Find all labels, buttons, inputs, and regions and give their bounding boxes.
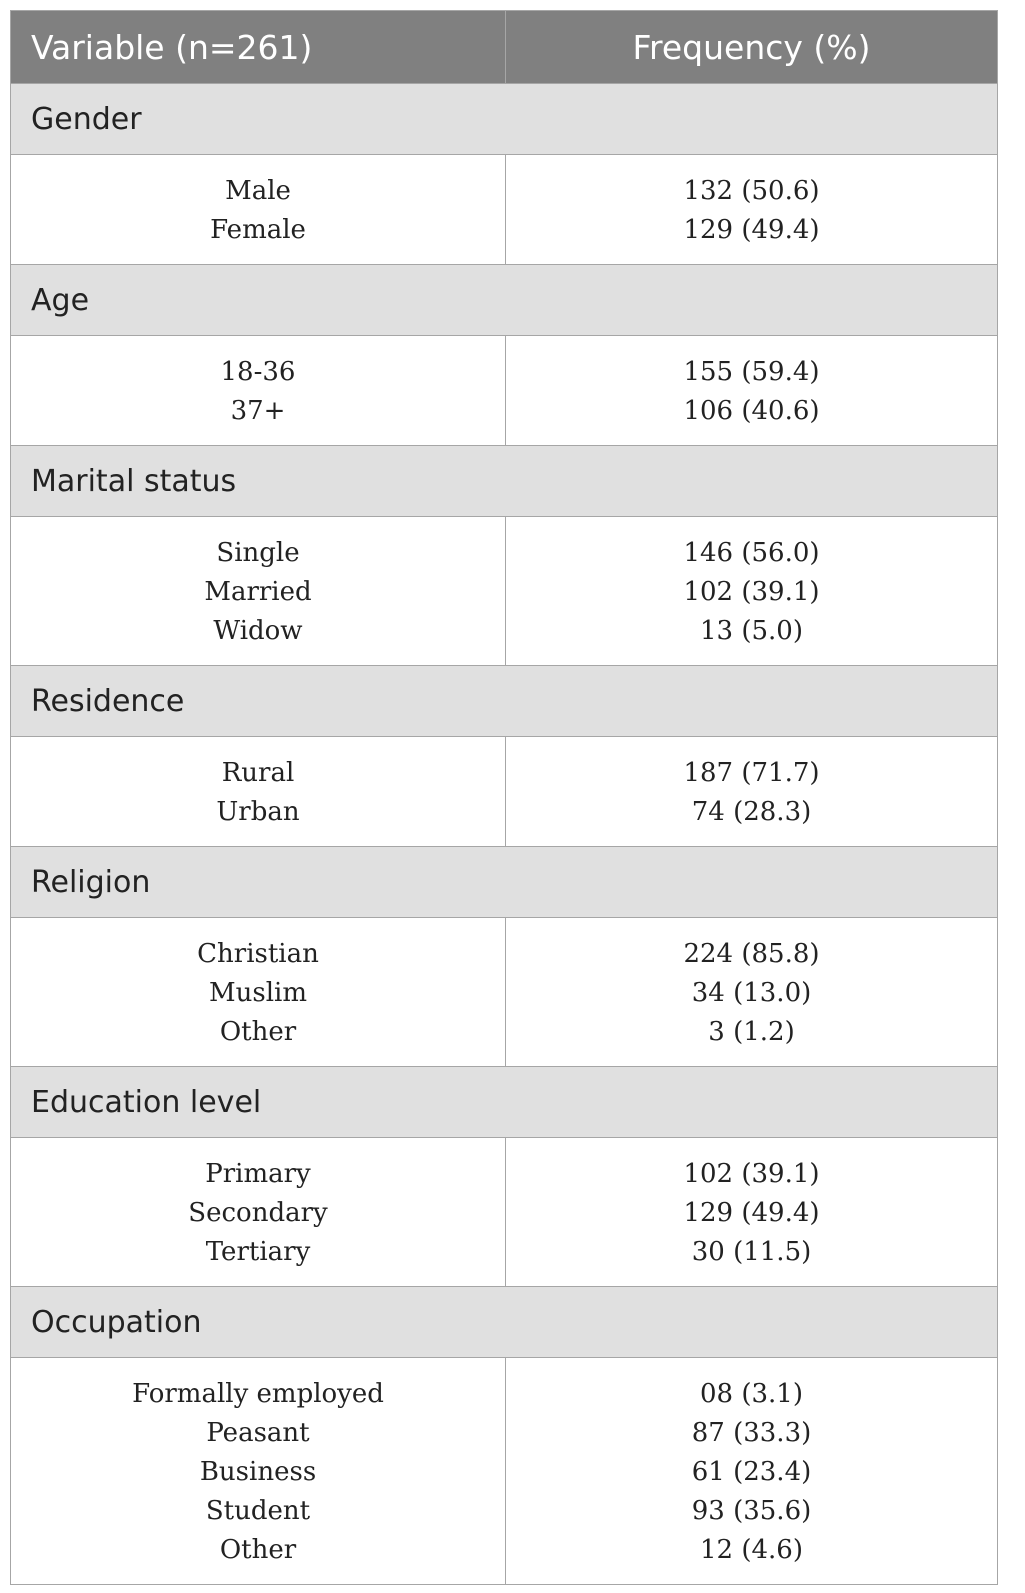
frequency-value: 224 (85.8) [683, 939, 820, 969]
category-cell: Formally employed Peasant Business Student O… [11, 1358, 506, 1584]
frequency-value: 132 (50.6) [683, 176, 820, 206]
category-cell: Primary Secondary Tertiary [11, 1138, 506, 1286]
category-cell: 18-36 37+ [11, 336, 506, 445]
frequency-value: 30 (11.5) [691, 1237, 812, 1267]
frequency-value: 61 (23.4) [691, 1457, 812, 1487]
frequency-cell: 132 (50.6) 129 (49.4) [506, 155, 997, 264]
frequency-cell: 08 (3.1) 87 (33.3) 61 (23.4) 93 (35.6) 12 (4… [506, 1358, 997, 1584]
category-name: Christian [197, 939, 319, 969]
frequency-value: 87 (33.3) [691, 1418, 812, 1448]
category-name: Peasant [206, 1418, 310, 1448]
frequency-value: 129 (49.4) [683, 215, 820, 245]
category-name: Formally employed [132, 1379, 384, 1409]
category-name: 37+ [230, 396, 286, 426]
group-body: Rural Urban 187 (71.7) 74 (28.3) [11, 737, 997, 847]
category-cell: Christian Muslim Other [11, 918, 506, 1066]
frequency-value: 187 (71.7) [683, 758, 820, 788]
demographics-table: Variable (n=261) Frequency (%) Gender Mal… [10, 10, 998, 1585]
frequency-value: 155 (59.4) [683, 357, 820, 387]
category-name: Business [199, 1457, 317, 1487]
group-body: Formally employed Peasant Business Student O… [11, 1358, 997, 1584]
category-name: Single [216, 538, 300, 568]
category-name: Female [210, 215, 306, 245]
category-name: Male [225, 176, 291, 206]
category-cell: Single Married Widow [11, 517, 506, 665]
table-header: Variable (n=261) Frequency (%) [11, 11, 997, 84]
frequency-cell: 102 (39.1) 129 (49.4) 30 (11.5) [506, 1138, 997, 1286]
frequency-value: 34 (13.0) [691, 978, 812, 1008]
frequency-cell: 187 (71.7) 74 (28.3) [506, 737, 997, 846]
frequency-cell: 224 (85.8) 34 (13.0) 3 (1.2) [506, 918, 997, 1066]
header-frequency: Frequency (%) [632, 27, 871, 67]
frequency-value: 102 (39.1) [683, 1159, 820, 1189]
category-cell: Male Female [11, 155, 506, 264]
category-name: Tertiary [205, 1237, 311, 1267]
frequency-value: 146 (56.0) [683, 538, 820, 568]
category-name: Secondary [188, 1198, 328, 1228]
group-label: Religion [11, 847, 997, 918]
category-name: Other [219, 1535, 297, 1565]
header-variable: Variable (n=261) [11, 11, 506, 83]
group-label: Residence [11, 666, 997, 737]
frequency-cell: 146 (56.0) 102 (39.1) 13 (5.0) [506, 517, 997, 665]
group-label: Age [11, 265, 997, 336]
group-body: Christian Muslim Other 224 (85.8) 34 (13.0) 3… [11, 918, 997, 1067]
frequency-value: 13 (5.0) [700, 616, 803, 646]
frequency-value: 08 (3.1) [700, 1379, 803, 1409]
category-name: Urban [216, 797, 300, 827]
group-label: Gender [11, 84, 997, 155]
group-body: Male Female 132 (50.6) 129 (49.4) [11, 155, 997, 265]
frequency-value: 106 (40.6) [683, 396, 820, 426]
category-name: Other [219, 1017, 297, 1047]
frequency-value: 12 (4.6) [700, 1535, 803, 1565]
group-label: Marital status [11, 446, 997, 517]
frequency-value: 74 (28.3) [691, 797, 812, 827]
category-name: 18-36 [220, 357, 296, 387]
category-name: Muslim [209, 978, 307, 1008]
category-name: Primary [205, 1159, 311, 1189]
category-name: Widow [213, 616, 303, 646]
frequency-cell: 155 (59.4) 106 (40.6) [506, 336, 997, 445]
group-body: Primary Secondary Tertiary 102 (39.1) 129 (4… [11, 1138, 997, 1287]
category-cell: Rural Urban [11, 737, 506, 846]
group-body: 18-36 37+ 155 (59.4) 106 (40.6) [11, 336, 997, 446]
category-name: Rural [221, 758, 295, 788]
group-label: Education level [11, 1067, 997, 1138]
table-body: Gender Male Female 132 (50.6) 129 (49.4) Age 1… [11, 84, 997, 1584]
frequency-value: 93 (35.6) [691, 1496, 812, 1526]
category-name: Married [204, 577, 312, 607]
group-label: Occupation [11, 1287, 997, 1358]
frequency-value: 3 (1.2) [708, 1017, 795, 1047]
frequency-value: 102 (39.1) [683, 577, 820, 607]
category-name: Student [205, 1496, 311, 1526]
group-body: Single Married Widow 146 (56.0) 102 (39.1) 13… [11, 517, 997, 666]
frequency-value: 129 (49.4) [683, 1198, 820, 1228]
